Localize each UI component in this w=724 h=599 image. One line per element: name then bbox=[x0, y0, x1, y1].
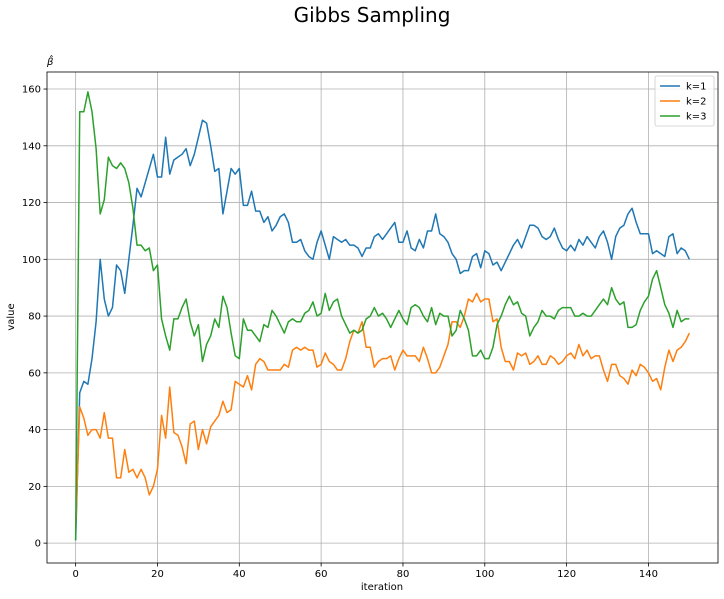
y-tick-label: 60 bbox=[28, 368, 41, 379]
legend-label-2: k=2 bbox=[686, 97, 707, 108]
y-tick-label: 160 bbox=[22, 85, 41, 96]
y-tick-label: 140 bbox=[22, 141, 41, 152]
x-axis-label: iteration bbox=[361, 582, 403, 593]
legend-label-1: k=1 bbox=[686, 82, 707, 93]
series-line-2 bbox=[74, 292, 691, 529]
chart-subtitle: β̂ bbox=[46, 54, 54, 68]
x-tick-label: 100 bbox=[475, 569, 494, 580]
y-tick-label: 40 bbox=[28, 425, 41, 436]
y-axis-label: value bbox=[6, 303, 17, 330]
x-tick-label: 140 bbox=[639, 569, 658, 580]
legend: k=1 k=2 k=3 bbox=[654, 75, 715, 127]
y-tick-label: 0 bbox=[35, 539, 41, 550]
y-tick-label: 120 bbox=[22, 198, 41, 209]
x-tick-label: 20 bbox=[151, 569, 164, 580]
x-tick-label: 0 bbox=[72, 569, 78, 580]
legend-label-3: k=3 bbox=[686, 112, 707, 123]
x-tick-label: 120 bbox=[557, 569, 576, 580]
grid bbox=[47, 72, 718, 563]
y-tick-label: 20 bbox=[28, 482, 41, 493]
series-line-1 bbox=[74, 119, 691, 541]
y-tick-label: 100 bbox=[22, 255, 41, 266]
chart-title: Gibbs Sampling bbox=[294, 3, 451, 27]
y-tick-label: 80 bbox=[28, 312, 41, 323]
plot-frame bbox=[46, 71, 719, 564]
x-tick-label: 80 bbox=[397, 569, 410, 580]
x-tick-label: 60 bbox=[315, 569, 328, 580]
ticks: 0 20 40 60 80 100 120 140 0 20 40 60 80 100 120 140 160 bbox=[22, 85, 658, 580]
series-line-3 bbox=[74, 91, 690, 541]
legend-box bbox=[654, 75, 715, 127]
x-tick-label: 40 bbox=[233, 569, 246, 580]
series-lines bbox=[74, 91, 691, 541]
